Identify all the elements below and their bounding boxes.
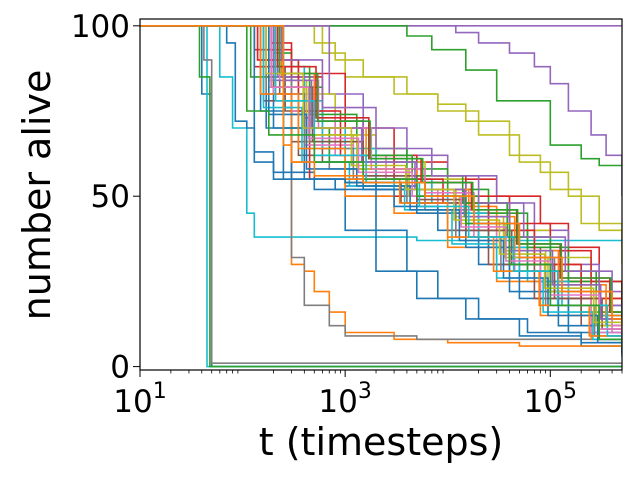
series-line-36 xyxy=(140,25,622,319)
x-axis-label: t (timesteps) xyxy=(259,420,503,464)
series-lines xyxy=(140,25,622,368)
x-axis-ticks: 101 103 105 xyxy=(113,370,623,420)
series-line-3 xyxy=(140,25,622,248)
series-line-2 xyxy=(140,25,622,167)
series-line-4 xyxy=(140,25,622,265)
series-line-11 xyxy=(140,25,622,350)
x-tick-label: 101 xyxy=(113,379,166,420)
series-line-51 xyxy=(140,25,622,333)
y-tick-label: 50 xyxy=(91,179,130,215)
y-axis-ticks: 0 50 100 xyxy=(71,9,140,386)
x-tick-label: 105 xyxy=(524,379,577,420)
plot-frame xyxy=(139,18,623,371)
y-tick-label: 0 xyxy=(110,350,130,386)
series-line-40 xyxy=(140,25,622,313)
series-line-56 xyxy=(140,25,622,326)
series-line-55 xyxy=(140,25,622,347)
series-line-1 xyxy=(140,25,622,197)
y-tick-label: 100 xyxy=(71,9,130,45)
series-line-10 xyxy=(140,25,622,242)
y-axis-label: number alive xyxy=(15,70,59,321)
x-tick-label: 103 xyxy=(318,379,371,420)
series-line-54 xyxy=(140,25,622,347)
